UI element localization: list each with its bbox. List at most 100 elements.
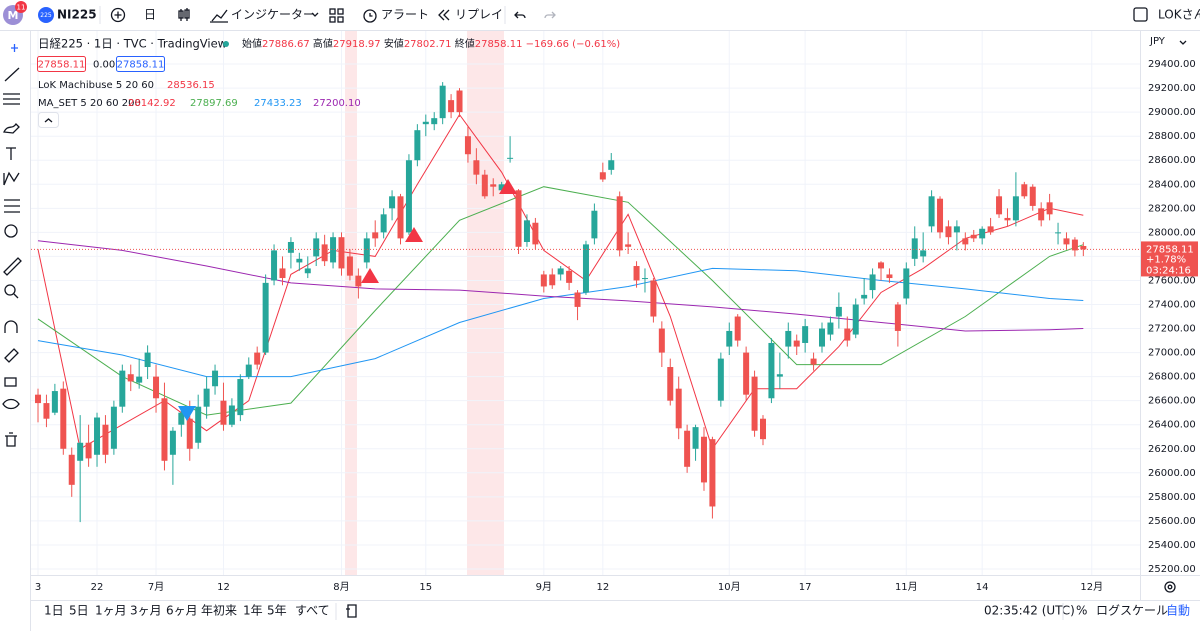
candle-body	[456, 90, 463, 113]
lock-tool[interactable]	[4, 377, 17, 387]
range-button[interactable]: 1年	[243, 604, 263, 618]
y-tick-label: 27600.00	[1148, 275, 1196, 286]
candle-body	[616, 196, 623, 251]
indicators-icon[interactable]	[210, 9, 228, 23]
candle-body	[574, 292, 581, 307]
currency-dropdown[interactable]	[1179, 40, 1187, 45]
range-button[interactable]: 6ヶ月	[166, 604, 198, 618]
range-button[interactable]: 1日	[44, 604, 64, 618]
candle-body	[313, 238, 320, 257]
candle-body	[692, 427, 699, 449]
prediction-tool[interactable]	[4, 199, 20, 213]
y-tick-label: 25200.00	[1148, 564, 1196, 575]
range-button[interactable]: 3ヶ月	[130, 604, 162, 618]
candle-body	[473, 160, 480, 175]
ruler-tool[interactable]	[3, 257, 22, 276]
range-button[interactable]: 年初来	[201, 604, 237, 618]
candle-body	[60, 388, 67, 449]
candle-body	[928, 196, 935, 227]
y-tick-label: 27400.00	[1148, 300, 1196, 311]
x-tick-label: 7月	[148, 581, 164, 593]
redo-button[interactable]	[544, 11, 556, 19]
alert-button[interactable]: アラート	[381, 8, 429, 22]
text-tool[interactable]	[6, 147, 16, 160]
candle-body	[85, 442, 92, 459]
checkbox[interactable]	[1133, 7, 1148, 22]
user-name[interactable]: LOKさん	[1158, 8, 1200, 22]
fib-tool[interactable]	[3, 93, 20, 105]
x-tick-label: 12	[217, 582, 230, 593]
goto-date[interactable]	[346, 604, 357, 618]
collapse-legend[interactable]	[38, 112, 59, 128]
y-tick-label: 28200.00	[1148, 203, 1196, 214]
symbol[interactable]: NI225	[57, 8, 97, 22]
candle-body	[996, 196, 1003, 215]
currency: JPY	[1149, 36, 1166, 47]
add-symbol-button[interactable]	[110, 7, 126, 23]
range-button[interactable]: 5年	[267, 604, 287, 618]
visibility-tool[interactable]	[2, 398, 20, 410]
candle-body	[759, 418, 766, 440]
replay-icon[interactable]	[438, 9, 450, 21]
percent-toggle[interactable]: %	[1076, 604, 1087, 618]
candle-body	[237, 379, 244, 416]
drawing-tools	[2, 44, 22, 447]
alert-icon[interactable]	[363, 9, 377, 23]
candle-body	[861, 294, 868, 299]
candle-body	[169, 430, 176, 455]
y-tick-label: 28000.00	[1148, 227, 1196, 238]
candle-body	[802, 326, 809, 343]
price-tag-countdown: 03:24:16	[1146, 265, 1191, 276]
candle-body	[380, 214, 387, 233]
indicator-value: 28142.92	[128, 98, 176, 109]
crosshair-tool[interactable]	[11, 44, 18, 52]
replay-button[interactable]: リプレイ	[455, 8, 503, 22]
icon-tool[interactable]	[4, 224, 18, 238]
brush-tool[interactable]	[3, 122, 20, 134]
x-tick-label: 8月	[333, 581, 349, 593]
range-button[interactable]: 1ヶ月	[95, 604, 127, 618]
candle-body	[540, 274, 547, 287]
indicator-value: 27433.23	[254, 98, 302, 109]
candle-body	[599, 172, 606, 180]
auto-toggle[interactable]: 自動	[1166, 604, 1190, 618]
range-button[interactable]: 5日	[69, 604, 89, 618]
candle-body	[321, 244, 328, 262]
layout-button[interactable]	[329, 8, 344, 23]
dropdown-arrow[interactable]	[311, 12, 319, 17]
range-button[interactable]: すべて	[295, 604, 330, 618]
zoom-tool[interactable]	[4, 284, 16, 296]
y-tick-label: 26200.00	[1148, 444, 1196, 455]
log-toggle[interactable]: ログスケール	[1096, 604, 1168, 618]
candle-body	[717, 358, 724, 401]
candle-body	[852, 304, 859, 335]
y-tick-label: 28400.00	[1148, 179, 1196, 190]
y-tick-label: 27000.00	[1148, 348, 1196, 359]
candle-body	[507, 157, 514, 159]
ma-line	[37, 267, 1084, 378]
buy-signal	[405, 227, 423, 242]
y-tick-label: 28600.00	[1148, 155, 1196, 166]
indicator-value: 27897.69	[190, 98, 238, 109]
indicators-button[interactable]: インジケーター	[231, 8, 315, 22]
candle-body	[743, 352, 750, 395]
candle-body	[523, 220, 530, 242]
magnet-tool[interactable]	[4, 320, 18, 333]
settings-button[interactable]	[1164, 581, 1176, 593]
candle-body	[448, 100, 455, 113]
delete-tool[interactable]	[5, 432, 17, 447]
candle-body	[304, 268, 311, 274]
chart-type-button[interactable]	[178, 8, 190, 21]
interval-button[interactable]: 日	[144, 8, 156, 22]
candle-body	[894, 304, 901, 331]
undo-button[interactable]	[514, 11, 526, 19]
pattern-tool[interactable]	[3, 171, 20, 186]
candle-body	[405, 160, 412, 233]
candle-body	[920, 250, 927, 257]
candle-body	[937, 198, 944, 233]
candle-body	[886, 274, 893, 279]
trendline-tool[interactable]	[4, 67, 20, 82]
lock-draw-tool[interactable]	[4, 348, 19, 363]
candle-body	[641, 278, 648, 280]
